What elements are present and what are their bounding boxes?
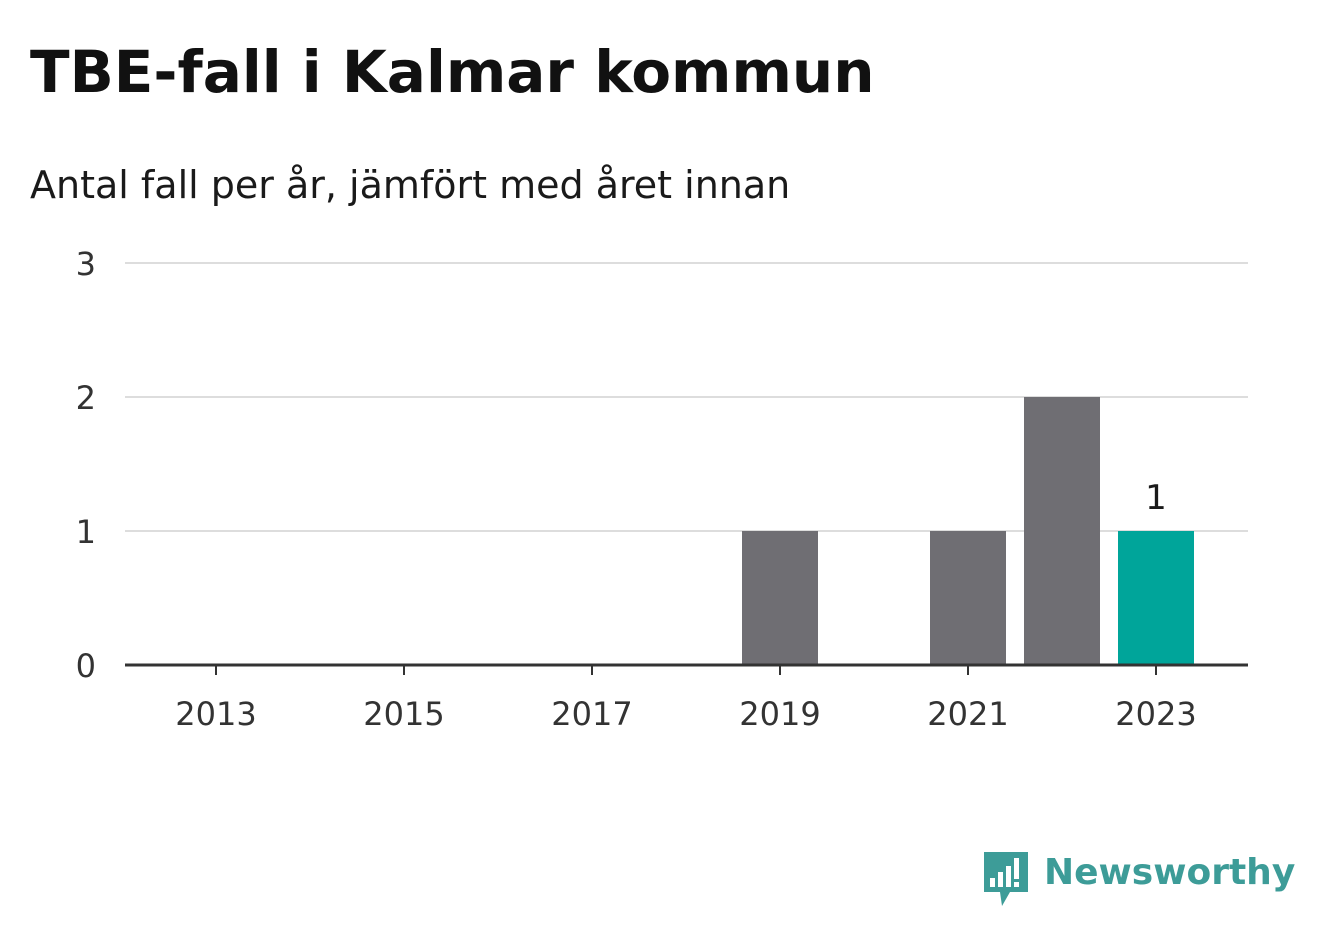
newsworthy-bar-chart-icon <box>984 852 1028 906</box>
data-label-2023: 1 <box>1145 478 1167 518</box>
chart-subtitle: Antal fall per år, jämfört med året inna… <box>30 163 791 207</box>
x-tick-label: 2013 <box>175 695 256 733</box>
x-tick-label: 2023 <box>1115 695 1196 733</box>
bar-chart: 0 1 2 3 2013 2015 2017 2019 2021 2023 1 <box>76 245 1248 733</box>
bars <box>742 397 1194 665</box>
bar-2019 <box>742 531 818 665</box>
x-tick-label: 2015 <box>363 695 444 733</box>
x-tick-label: 2017 <box>551 695 632 733</box>
y-tick-label: 2 <box>76 379 96 417</box>
y-tick-label: 3 <box>76 245 96 283</box>
bar-2023 <box>1118 531 1194 665</box>
logo-text: Newsworthy <box>1044 852 1296 893</box>
labels: 0 1 2 3 2013 2015 2017 2019 2021 2023 1 <box>76 245 1197 733</box>
x-tick-label: 2021 <box>927 695 1008 733</box>
newsworthy-logo: Newsworthy <box>980 848 1295 912</box>
x-tick-label: 2019 <box>739 695 820 733</box>
axes <box>125 663 1248 675</box>
chart-title: TBE-fall i Kalmar kommun <box>30 38 875 106</box>
bar-2021 <box>930 531 1006 665</box>
y-tick-label: 1 <box>76 513 96 551</box>
bar-2022 <box>1024 397 1100 665</box>
y-tick-label: 0 <box>76 647 96 685</box>
